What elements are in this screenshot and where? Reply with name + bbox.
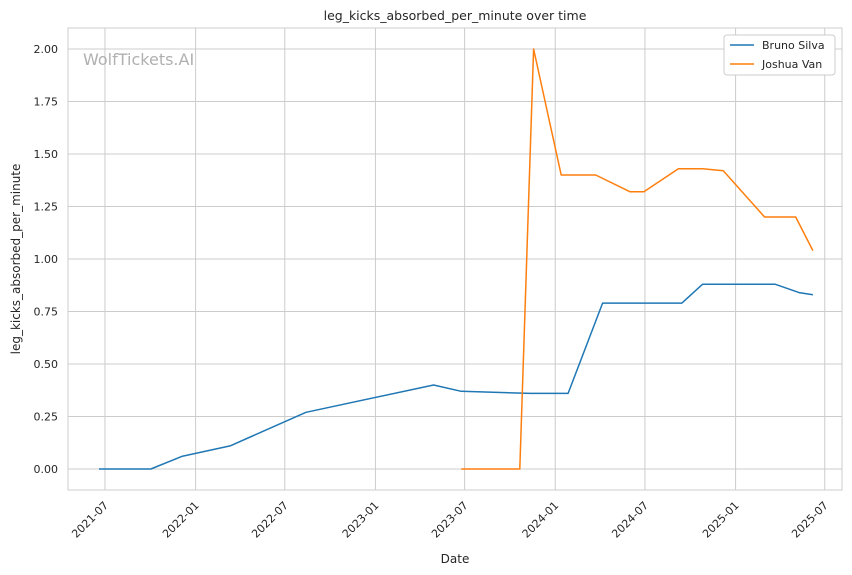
y-axis-title: leg_kicks_absorbed_per_minute	[9, 164, 23, 355]
y-tick-label: 1.00	[34, 253, 59, 266]
series-line-joshua-van	[461, 48, 814, 470]
legend-label-joshua-van: Joshua Van	[761, 58, 822, 71]
series-line-bruno-silva	[99, 283, 814, 470]
y-tick-labels: 0.00 0.25 0.50 0.75 1.00 1.25 1.50 1.75 2.00	[34, 43, 59, 476]
y-tick-label: 1.50	[34, 148, 59, 161]
legend: Bruno Silva Joshua Van	[723, 34, 836, 76]
y-tick-label: 2.00	[34, 43, 59, 56]
y-tick-label: 0.75	[34, 306, 59, 319]
x-axis-title: Date	[441, 552, 470, 566]
plot-area-frame	[67, 27, 843, 491]
y-tick-label: 1.25	[34, 201, 59, 214]
y-tick-label: 0.50	[34, 358, 59, 371]
legend-label-bruno-silva: Bruno Silva	[762, 39, 825, 52]
y-tick-label: 0.25	[34, 411, 59, 424]
y-tick-label: 1.75	[34, 96, 59, 109]
grid	[68, 28, 842, 490]
series-lines	[99, 48, 814, 470]
y-tick-label: 0.00	[34, 463, 59, 476]
chart-title: leg_kicks_absorbed_per_minute over time	[324, 8, 587, 23]
watermark: WolfTickets.AI	[83, 50, 194, 69]
